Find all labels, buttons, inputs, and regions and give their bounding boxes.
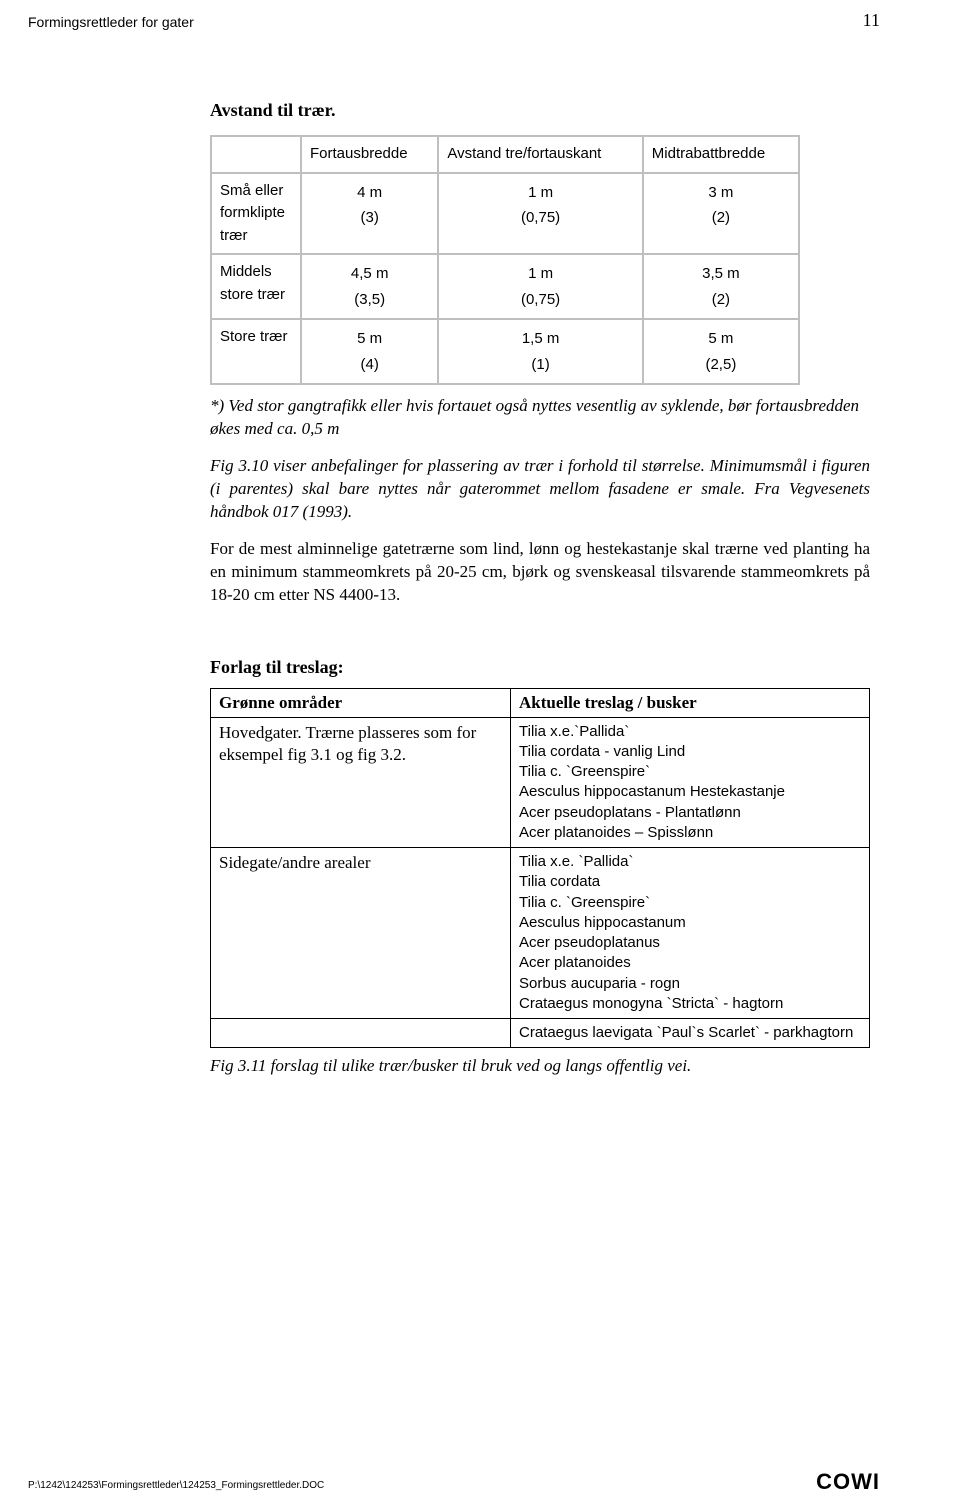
row-label: Små eller formklipte trær xyxy=(211,173,301,255)
table-row: Store trær 5 m(4) 1,5 m(1) 5 m(2,5) xyxy=(211,319,799,384)
species-table: Grønne områder Aktuelle treslag / busker… xyxy=(210,688,870,1049)
table-cell: 5 m(2,5) xyxy=(643,319,799,384)
page: Formingsrettleder for gater 11 Avstand t… xyxy=(0,0,960,1509)
body-paragraph: For de mest alminnelige gatetrærne som l… xyxy=(210,538,870,607)
row-label: Store trær xyxy=(211,319,301,384)
table-row: Crataegus laevigata `Paul`s Scarlet` - p… xyxy=(211,1019,870,1048)
table-cell: 1,5 m(1) xyxy=(438,319,642,384)
table-row: Hovedgater. Trærne plasseres som for eks… xyxy=(211,717,870,848)
section-title-1: Avstand til trær. xyxy=(210,100,870,121)
table-footnote: *) Ved stor gangtrafikk eller hvis forta… xyxy=(210,395,870,441)
footer-logo: COWI xyxy=(816,1469,880,1495)
table-header: Grønne områder xyxy=(211,688,511,717)
table-cell: 1 m(0,75) xyxy=(438,173,642,255)
header-title: Formingsrettleder for gater xyxy=(28,14,194,30)
figure-caption-1: Fig 3.10 viser anbefalinger for plasseri… xyxy=(210,455,870,524)
table-cell: 3 m(2) xyxy=(643,173,799,255)
table-cell: Tilia x.e.`Pallida`Tilia cordata - vanli… xyxy=(511,717,870,848)
table-header-row: Grønne områder Aktuelle treslag / busker xyxy=(211,688,870,717)
tree-distance-table: Fortausbredde Avstand tre/fortauskant Mi… xyxy=(210,135,800,385)
table-header-row: Fortausbredde Avstand tre/fortauskant Mi… xyxy=(211,136,799,173)
table-header: Midtrabattbredde xyxy=(643,136,799,173)
table-row: Sidegate/andre arealer Tilia x.e. `Palli… xyxy=(211,848,870,1019)
table-header: Fortausbredde xyxy=(301,136,438,173)
figure-caption-2: Fig 3.11 forslag til ulike trær/busker t… xyxy=(210,1056,870,1076)
table-cell: Hovedgater. Trærne plasseres som for eks… xyxy=(211,717,511,848)
table-header: Aktuelle treslag / busker xyxy=(511,688,870,717)
table-cell: 3,5 m(2) xyxy=(643,254,799,319)
content-area: Avstand til trær. Fortausbredde Avstand … xyxy=(210,100,870,1076)
table-row: Middels store trær 4,5 m(3,5) 1 m(0,75) … xyxy=(211,254,799,319)
table-row: Små eller formklipte trær 4 m(3) 1 m(0,7… xyxy=(211,173,799,255)
table-header: Avstand tre/fortauskant xyxy=(438,136,642,173)
table-cell: 5 m(4) xyxy=(301,319,438,384)
footer-path: P:\1242\124253\Formingsrettleder\124253_… xyxy=(28,1480,324,1491)
table-header-empty xyxy=(211,136,301,173)
table-cell: Crataegus laevigata `Paul`s Scarlet` - p… xyxy=(511,1019,870,1048)
table-cell: 4 m(3) xyxy=(301,173,438,255)
table-cell: 4,5 m(3,5) xyxy=(301,254,438,319)
table-cell: 1 m(0,75) xyxy=(438,254,642,319)
row-label: Middels store trær xyxy=(211,254,301,319)
page-number: 11 xyxy=(863,10,880,31)
table-cell xyxy=(211,1019,511,1048)
table-cell: Tilia x.e. `Pallida`Tilia cordataTilia c… xyxy=(511,848,870,1019)
section-title-2: Forlag til treslag: xyxy=(210,657,870,678)
table-cell: Sidegate/andre arealer xyxy=(211,848,511,1019)
